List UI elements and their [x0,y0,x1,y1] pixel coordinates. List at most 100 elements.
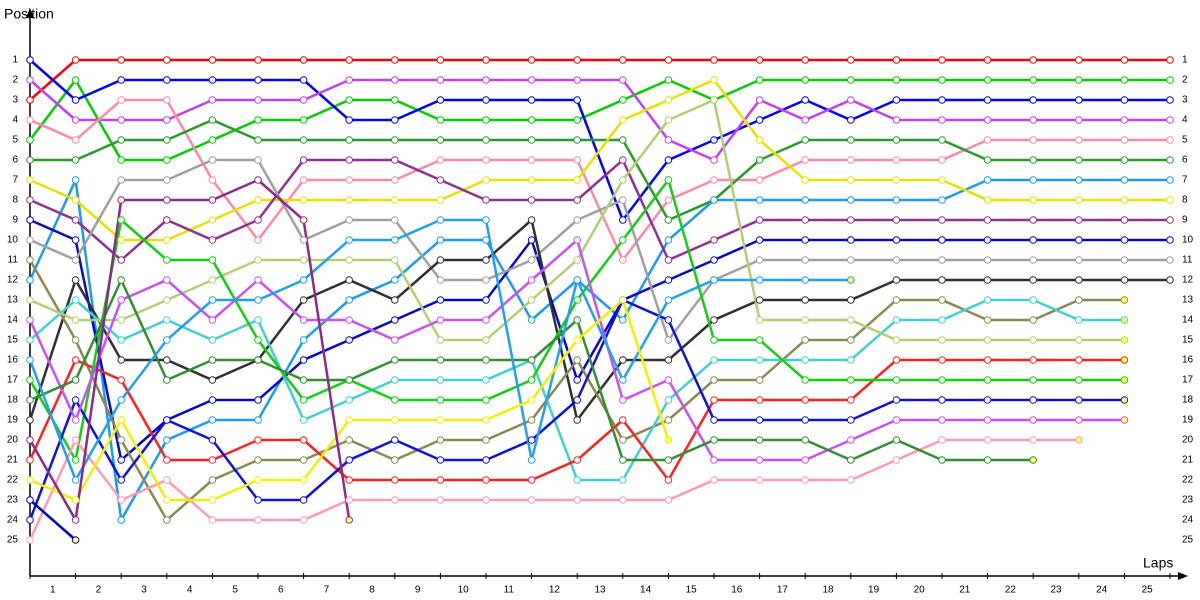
position-marker [345,476,354,484]
position-marker [527,296,536,304]
position-marker [1029,356,1037,364]
position-marker [117,136,125,144]
x-tick-label: 4 [187,585,193,596]
position-marker [892,256,901,264]
position-marker [892,216,901,224]
position-marker [527,316,536,324]
position-marker [664,116,673,124]
position-marker [345,436,354,444]
position-marker [938,356,946,364]
position-marker [847,476,855,484]
position-marker [938,416,946,424]
position-marker [208,256,217,264]
y-tick-label: 18 [7,395,19,406]
position-line [29,499,77,541]
position-marker [619,216,627,224]
position-line [30,118,1170,222]
position-marker [1029,436,1037,444]
position-marker [208,416,217,424]
position-marker [892,236,901,244]
position-marker [1029,136,1037,144]
position-marker [299,476,308,484]
position-marker [391,256,399,264]
position-marker [847,316,855,324]
position-marker [892,336,901,344]
position-marker [1120,296,1129,304]
position-marker [1029,116,1037,124]
y-tick-label: 5 [12,135,18,146]
position-marker [573,476,582,484]
position-marker [208,156,217,164]
position-marker [1166,236,1174,244]
position-marker [664,96,673,104]
position-marker [482,456,490,464]
position-marker [755,76,764,84]
position-marker [983,336,992,344]
position-marker [938,156,946,164]
position-line [29,77,1170,162]
position-marker [163,116,171,124]
position-line [29,59,1170,223]
position-marker [983,416,992,424]
y-tick-label: 25 [7,535,19,546]
position-marker [71,296,80,304]
position-marker [71,396,80,404]
position-marker [755,396,764,404]
position-marker [482,76,490,84]
position-marker [117,396,125,404]
position-marker [527,76,536,84]
position-marker [482,216,490,224]
position-marker [801,196,810,204]
position-marker [573,276,582,284]
position-marker [299,56,308,64]
y-tick-label-right: 5 [1182,135,1188,146]
position-marker [710,256,718,264]
position-marker [26,536,34,544]
position-marker [573,456,582,464]
position-marker [26,476,34,484]
position-marker [1166,136,1174,144]
y-tick-label-right: 6 [1182,155,1188,166]
position-marker [391,376,399,384]
position-marker [254,136,262,144]
position-marker [299,356,308,364]
position-marker [527,456,536,464]
position-marker [1120,196,1129,204]
position-marker [801,416,810,424]
position-marker [527,496,536,504]
position-marker [619,456,627,464]
position-marker [664,156,673,164]
position-marker [1075,196,1083,204]
position-marker [710,316,718,324]
position-marker [664,336,673,344]
position-marker [117,156,125,164]
position-marker [527,116,536,124]
position-marker [619,396,627,404]
position-marker [892,136,901,144]
position-marker [1029,196,1037,204]
position-marker [163,476,171,484]
position-marker [892,296,901,304]
position-marker [938,136,946,144]
position-marker [755,236,764,244]
position-marker [117,516,125,524]
position-marker [892,416,901,424]
position-marker [573,376,582,384]
position-marker [1029,376,1037,384]
position-marker [436,136,445,144]
position-marker [163,76,171,84]
position-marker [1120,176,1129,184]
position-marker [1075,136,1083,144]
position-marker [163,176,171,184]
x-tick-label: 20 [914,585,926,596]
position-marker [436,456,445,464]
y-tick-label: 24 [7,515,19,526]
position-marker [345,96,354,104]
position-marker [527,136,536,144]
position-marker [1075,276,1083,284]
x-tick-label: 1 [50,585,56,596]
position-marker [391,336,399,344]
position-marker [26,256,34,264]
position-marker [436,76,445,84]
